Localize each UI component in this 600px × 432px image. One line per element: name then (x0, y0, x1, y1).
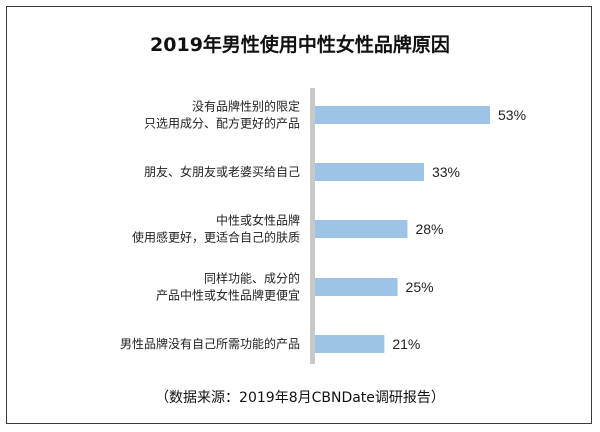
value-label-1: 53% (498, 107, 526, 123)
bar-2 (315, 163, 424, 181)
bar-5 (315, 335, 385, 353)
value-labels: 53% 33% 28% 25% 21% (392, 107, 526, 352)
data-source: （数据来源：2019年8月CBNDate调研报告） (155, 390, 445, 406)
bar-1 (315, 106, 490, 124)
value-label-4: 25% (406, 279, 434, 295)
bars-group (315, 106, 490, 353)
bar-4 (315, 278, 398, 296)
bar-3 (315, 220, 408, 238)
category-label-3-line-2: 使用感更好，更适合自己的肤质 (132, 230, 300, 245)
value-label-5: 21% (392, 336, 420, 352)
category-label-1-line-2: 只选用成分、配方更好的产品 (144, 116, 300, 131)
category-label-4-line-2: 产品中性或女性品牌更便宜 (156, 288, 300, 303)
category-label-3-line-1: 中性或女性品牌 (216, 213, 300, 228)
category-axis (310, 88, 315, 364)
chart-frame (6, 6, 592, 424)
category-label-2-line-1: 朋友、女朋友或老婆买给自己 (144, 164, 300, 179)
chart-title: 2019年男性使用中性女性品牌原因 (150, 34, 450, 56)
value-label-2: 33% (432, 164, 460, 180)
category-labels: 没有品牌性别的限定只选用成分、配方更好的产品朋友、女朋友或老婆买给自己中性或女性… (120, 99, 300, 352)
category-label-4-line-1: 同样功能、成分的 (204, 271, 300, 286)
category-label-1-line-1: 没有品牌性别的限定 (192, 99, 300, 114)
value-label-3: 28% (415, 221, 443, 237)
category-label-5-line-1: 男性品牌没有自己所需功能的产品 (120, 336, 300, 351)
